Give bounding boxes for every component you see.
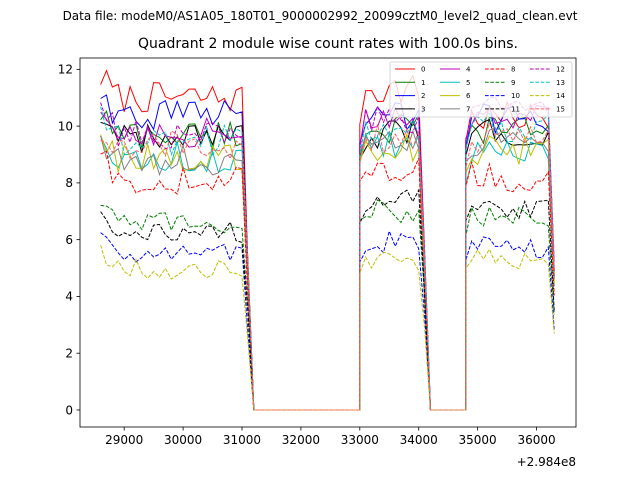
- legend-label-11: 11: [511, 105, 520, 113]
- x-tick-label: 35000: [459, 433, 497, 447]
- legend-label-9: 9: [511, 79, 515, 87]
- x-tick-label: 34000: [400, 433, 438, 447]
- legend-label-3: 3: [421, 105, 425, 113]
- legend-label-15: 15: [556, 105, 565, 113]
- legend-label-12: 12: [556, 66, 565, 74]
- y-tick-label: 8: [65, 176, 73, 190]
- series-line-8: [100, 150, 555, 411]
- y-tick-label: 2: [65, 347, 73, 361]
- axes-frame: [79, 57, 577, 428]
- legend-label-5: 5: [466, 79, 470, 87]
- series-line-0: [100, 69, 555, 411]
- series-line-9: [100, 199, 555, 411]
- x-tick-label: 29000: [105, 433, 143, 447]
- legend-label-6: 6: [466, 92, 471, 100]
- y-axis: 0 2 4 6 8 10 12: [58, 63, 80, 417]
- legend-label-13: 13: [556, 79, 565, 87]
- legend-label-4: 4: [466, 66, 471, 74]
- y-tick-label: 4: [65, 290, 73, 304]
- x-offset-label: +2.984e8: [517, 455, 576, 469]
- legend-label-2: 2: [421, 92, 425, 100]
- figure-suptitle: Data file: modeM0/AS1A05_180T01_90000029…: [63, 9, 578, 23]
- legend-label-1: 1: [421, 79, 425, 87]
- x-axis: 29000 30000 31000 32000 33000 34000 35000 36000: [105, 427, 556, 447]
- x-tick-label: 30000: [164, 433, 202, 447]
- legend-box: [389, 61, 573, 118]
- x-tick-label: 36000: [517, 433, 555, 447]
- legend-label-10: 10: [511, 92, 520, 100]
- legend-label-8: 8: [511, 66, 515, 74]
- series-line-11: [100, 188, 555, 411]
- legend-label-7: 7: [466, 105, 470, 113]
- series-line-15: [100, 121, 555, 411]
- series-line-6: [100, 132, 555, 411]
- chart-title: Quadrant 2 module wise count rates with …: [138, 36, 518, 52]
- y-tick-label: 6: [65, 233, 73, 247]
- series-line-7: [100, 127, 555, 411]
- y-tick-label: 12: [58, 63, 73, 77]
- series-line-14: [100, 244, 555, 411]
- plot-area: [100, 69, 555, 411]
- x-tick-label: 32000: [282, 433, 320, 447]
- y-tick-label: 10: [58, 119, 73, 133]
- x-tick-label: 33000: [341, 433, 379, 447]
- y-tick-label: 0: [65, 403, 73, 417]
- legend-label-14: 14: [556, 92, 565, 100]
- x-tick-label: 31000: [223, 433, 261, 447]
- series-line-2: [100, 94, 555, 411]
- legend-label-0: 0: [421, 66, 425, 74]
- series-line-13: [100, 106, 555, 411]
- series-line-10: [100, 229, 555, 411]
